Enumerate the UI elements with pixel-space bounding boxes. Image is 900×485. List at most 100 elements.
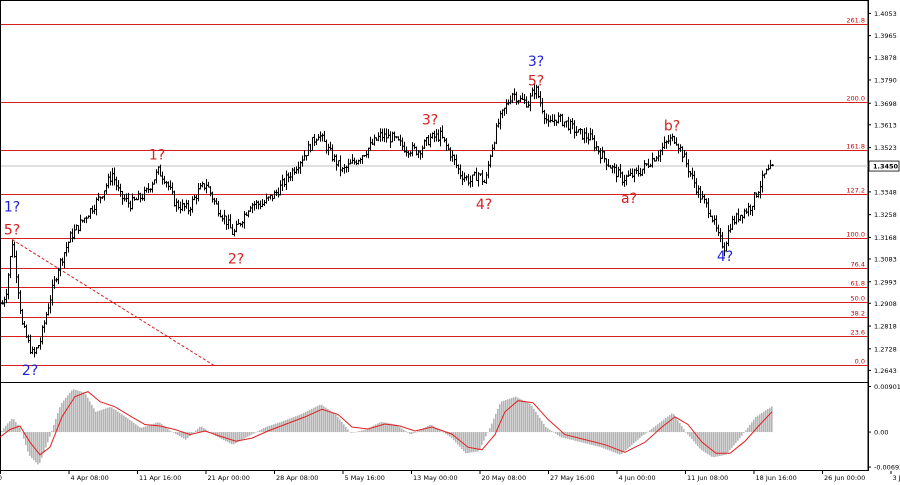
histogram-bar — [427, 425, 429, 433]
histogram-bar — [725, 432, 727, 455]
histogram-bar — [237, 432, 239, 443]
histogram-bar — [325, 407, 327, 433]
wave-label: 2? — [22, 363, 38, 379]
histogram-bar — [39, 432, 41, 463]
histogram-bar — [185, 432, 187, 440]
histogram-bar — [739, 432, 741, 439]
histogram-bar — [755, 416, 757, 433]
histogram-bar — [745, 430, 747, 433]
histogram-bar — [263, 428, 265, 433]
histogram-bar — [533, 408, 535, 433]
current-price-marker — [868, 160, 900, 172]
histogram-bar — [435, 427, 437, 433]
time-tick-label: 11 Apr 16:00 — [139, 474, 181, 482]
histogram-bar — [687, 432, 689, 435]
histogram-bar — [365, 429, 367, 433]
histogram-bar — [179, 432, 181, 437]
histogram-bar — [363, 430, 365, 433]
time-tick-label: 1 Apr 2020 — [0, 474, 2, 482]
histogram-bar — [131, 421, 133, 433]
price-tick-label: 1.3698 — [874, 100, 897, 108]
price-tick-label: 1.3168 — [874, 234, 897, 242]
histogram-bar — [347, 429, 349, 433]
histogram-bar — [333, 413, 335, 433]
histogram-bar — [451, 432, 453, 439]
histogram-bar — [387, 423, 389, 433]
histogram-bar — [361, 430, 363, 433]
histogram-bar — [167, 428, 169, 433]
histogram-bar — [483, 432, 485, 441]
histogram-bar — [465, 432, 467, 454]
time-tick-label: 3 Jul 08:00 — [893, 474, 900, 482]
histogram-bar — [89, 401, 91, 433]
histogram-bar — [5, 425, 7, 433]
histogram-bar — [25, 432, 27, 446]
histogram-bar — [19, 427, 21, 433]
histogram-bar — [65, 397, 67, 433]
histogram-bar — [163, 425, 165, 433]
histogram-bar — [759, 414, 761, 433]
histogram-bar — [217, 432, 219, 438]
histogram-bar — [695, 432, 697, 444]
time-tick-label: 20 May 08:00 — [482, 474, 527, 482]
histogram-bar — [491, 423, 493, 433]
histogram-bar — [751, 422, 753, 433]
histogram-bar — [727, 432, 729, 453]
histogram-bar — [245, 432, 247, 438]
time-tick-label: 4 Apr 08:00 — [71, 474, 109, 482]
histogram-bar — [377, 423, 379, 433]
histogram-bar — [523, 400, 525, 433]
histogram-bar — [543, 423, 545, 433]
histogram-bar — [355, 431, 357, 433]
histogram-bar — [411, 432, 413, 435]
histogram-bar — [475, 432, 477, 452]
histogram-bar — [431, 425, 433, 433]
histogram-bar — [525, 401, 527, 433]
histogram-bar — [85, 394, 87, 433]
histogram-bar — [105, 408, 107, 433]
histogram-bar — [747, 427, 749, 433]
histogram-bar — [331, 411, 333, 433]
histogram-bar — [399, 427, 401, 433]
histogram-bar — [617, 432, 619, 454]
histogram-bar — [221, 432, 223, 440]
price-tick-label: 1.2993 — [874, 278, 897, 286]
histogram-bar — [369, 427, 371, 433]
histogram-bar — [609, 432, 611, 451]
price-tick-label: 1.3348 — [874, 188, 897, 196]
histogram-bar — [443, 432, 445, 433]
histogram-bar — [49, 432, 51, 437]
histogram-bar — [227, 432, 229, 443]
histogram-bar — [479, 432, 481, 450]
histogram-bar — [191, 432, 193, 435]
histogram-bar — [469, 432, 471, 453]
histogram-bar — [23, 432, 25, 439]
histogram-bar — [707, 432, 709, 455]
histogram-bar — [563, 432, 565, 438]
histogram-bar — [585, 432, 587, 444]
histogram-bar — [349, 431, 351, 433]
histogram-bar — [717, 432, 719, 457]
histogram-bar — [689, 432, 691, 437]
histogram-bar — [145, 426, 147, 433]
histogram-bar — [489, 428, 491, 433]
histogram-bar — [257, 431, 259, 433]
histogram-bar — [293, 417, 295, 433]
histogram-bar — [593, 432, 595, 446]
histogram-bar — [723, 432, 725, 456]
histogram-bar — [55, 418, 57, 433]
price-tick-label: 1.3878 — [874, 54, 897, 62]
histogram-bar — [269, 425, 271, 433]
histogram-bar — [51, 430, 53, 433]
histogram-bar — [415, 432, 417, 433]
histogram-bar — [241, 432, 243, 440]
histogram-bar — [373, 425, 375, 433]
histogram-bar — [153, 423, 155, 433]
histogram-bar — [749, 424, 751, 433]
histogram-bar — [625, 432, 627, 451]
histogram-bar — [521, 399, 523, 433]
fib-level-label: 200.0 — [846, 95, 865, 103]
fib-level-label: 161.8 — [846, 143, 865, 151]
histogram-bar — [547, 428, 549, 433]
time-tick-label: 13 May 00:00 — [413, 474, 458, 482]
